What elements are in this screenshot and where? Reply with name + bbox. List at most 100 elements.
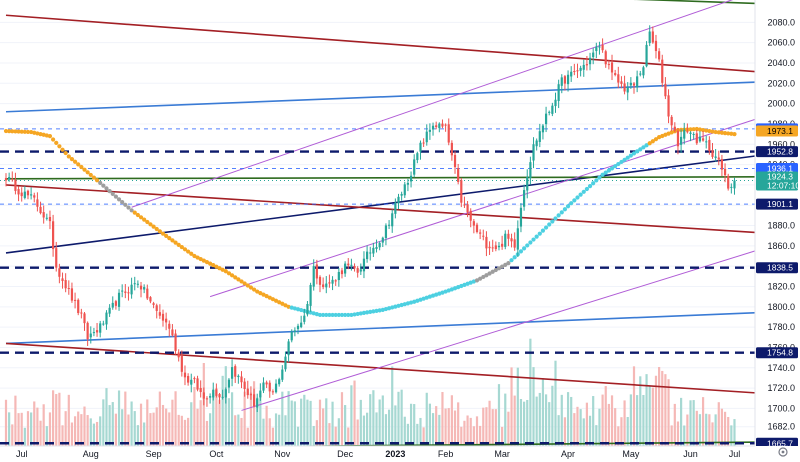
candle-body <box>337 271 340 281</box>
volume-bar <box>730 425 733 446</box>
moving-average-dot <box>44 133 49 138</box>
candle-body <box>673 126 676 131</box>
volume-bar <box>661 370 664 446</box>
trendline-red[interactable] <box>5 14 776 74</box>
moving-average-dot <box>518 249 524 254</box>
volume-bar <box>149 413 152 446</box>
trendline-blue[interactable] <box>5 311 776 345</box>
price-tick-label: 1960.0 <box>767 139 795 149</box>
moving-average-dot <box>311 311 316 316</box>
candle-body <box>403 184 406 196</box>
volume-bar <box>689 400 692 446</box>
price-tick-label: 1860.0 <box>767 241 795 251</box>
moving-average-dot <box>493 267 498 273</box>
candle-body <box>636 76 639 88</box>
volume-bar <box>39 420 42 446</box>
trendline-navy[interactable] <box>5 152 776 254</box>
trendline-red[interactable] <box>5 342 776 395</box>
candle-body <box>494 245 497 250</box>
moving-average-dot <box>556 213 561 218</box>
candle-body <box>70 288 74 301</box>
moving-average-dot <box>198 256 203 262</box>
trendline-purple[interactable] <box>241 239 792 411</box>
candle-body <box>394 202 397 214</box>
candle-body <box>664 83 667 97</box>
candle-body <box>165 318 168 323</box>
candle-body <box>300 322 303 328</box>
volume-bar <box>460 426 463 446</box>
moving-average-dot <box>85 170 90 175</box>
candle-body <box>99 323 102 333</box>
volume-bars <box>4 338 736 446</box>
trendline-purple[interactable] <box>209 107 792 298</box>
candle-body <box>595 46 598 52</box>
volume-bar <box>249 392 253 446</box>
horizontal-levels[interactable] <box>0 128 755 445</box>
volume-bar <box>196 408 199 446</box>
moving-average-dot <box>317 312 323 318</box>
moving-average-dot <box>537 231 542 236</box>
moving-average-dot <box>176 242 181 247</box>
trendline-green[interactable] <box>5 175 776 180</box>
volume-bar <box>557 415 560 446</box>
candle-body <box>262 382 265 391</box>
trendline-blue[interactable] <box>5 80 776 113</box>
trendline-green[interactable] <box>6 0 776 5</box>
moving-average-dot <box>327 312 332 318</box>
level-tag-1838-5: 1838.5 <box>767 263 793 273</box>
moving-average-dot <box>622 157 627 162</box>
candle-body <box>416 153 419 161</box>
time-axis[interactable]: Jul Aug Sep Oct Nov Dec 2023 Feb Mar Apr May Jun Jul <box>0 445 800 462</box>
price-tick-labels: 1682.01700.01720.01740.01760.01780.01800… <box>767 17 795 431</box>
candle-body <box>457 168 460 182</box>
price-tick-label: 1780.0 <box>767 322 795 332</box>
volume-bar <box>246 427 249 446</box>
volume-bar <box>99 416 102 446</box>
trendline-red[interactable] <box>5 184 776 235</box>
volume-bar <box>592 396 595 446</box>
moving-average-dot <box>286 304 291 309</box>
volume-bar <box>108 405 111 446</box>
trendlines[interactable] <box>5 0 792 450</box>
moving-average-dot <box>609 166 615 171</box>
moving-average-dot <box>10 129 15 134</box>
moving-average-dot <box>597 175 602 180</box>
volume-bar <box>243 391 246 446</box>
volume-bar <box>61 425 64 446</box>
price-axis-background <box>755 0 800 462</box>
moving-average-dot <box>226 271 232 276</box>
price-axis[interactable] <box>754 0 800 462</box>
moving-average-dot <box>540 228 546 233</box>
volume-bar <box>278 414 281 446</box>
candle-body <box>77 299 80 314</box>
candle-body <box>720 159 724 170</box>
volume-bar <box>664 374 667 446</box>
volume-bar <box>353 380 356 446</box>
moving-average-dot <box>126 205 131 210</box>
candle-body <box>453 154 457 168</box>
moving-average-dot <box>355 311 360 317</box>
moving-average-dot <box>79 164 84 170</box>
moving-average-dot <box>142 217 147 222</box>
candle-body <box>92 332 96 334</box>
trendline-purple[interactable] <box>131 0 735 208</box>
candle-body <box>234 366 237 377</box>
candlesticks <box>4 25 736 413</box>
volume-bar <box>658 367 661 446</box>
level-tag-1936-1: 1936.1 <box>767 164 793 174</box>
volume-bar <box>340 392 344 446</box>
candle-body <box>469 210 472 221</box>
volume-bar <box>614 408 617 446</box>
volume-bar <box>121 409 124 446</box>
volume-bar <box>645 374 648 446</box>
candle-body <box>249 394 253 396</box>
volume-bar <box>391 366 394 446</box>
candle-body <box>680 136 683 145</box>
settings-gear-icon[interactable] <box>778 447 788 457</box>
candle-body <box>205 398 209 400</box>
candle-body <box>136 283 139 285</box>
volume-bar <box>180 415 183 446</box>
moving-average-dot <box>292 306 297 311</box>
